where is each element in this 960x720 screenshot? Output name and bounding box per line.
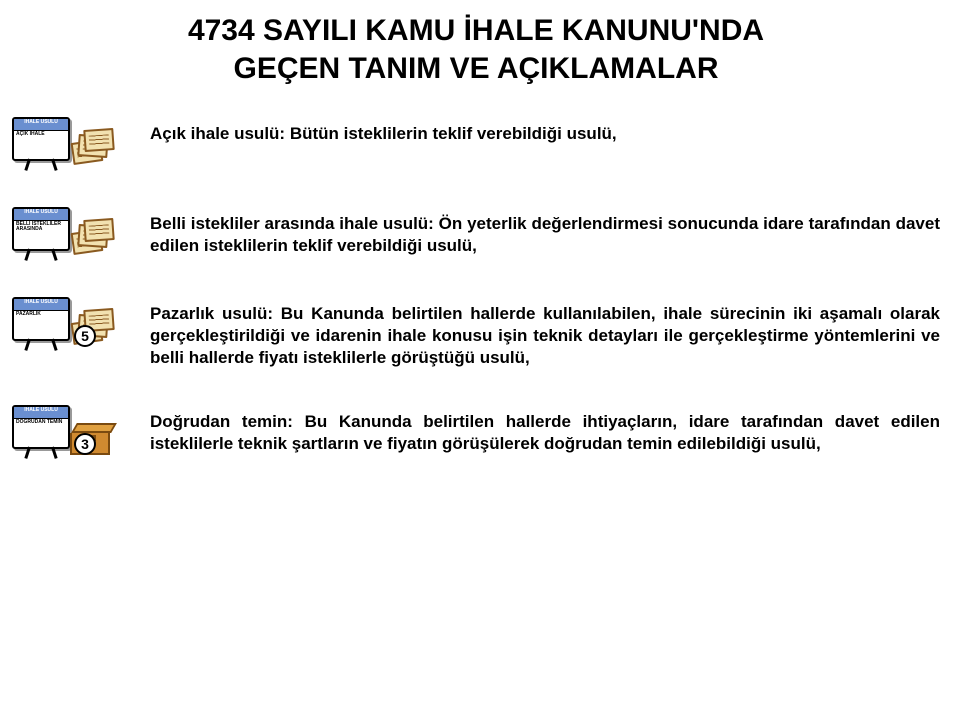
illustration-direct-procurement: İHALE USULÜ DOĞRUDAN TEMİN 3: [12, 405, 132, 459]
board-icon: İHALE USULÜ PAZARLIK: [12, 297, 70, 341]
definition-row: İHALE USULÜ PAZARLIK 5 Pazarlık usulü: B…: [12, 297, 940, 369]
title-line-2: GEÇEN TANIM VE AÇIKLAMALAR: [234, 52, 719, 85]
illustration-restricted-tender: İHALE USULÜ BELLİ İSTEKLİLER ARASINDA: [12, 207, 132, 261]
paper-stack-icon: [64, 131, 108, 167]
definition-text: Doğrudan temin: Bu Kanunda belirtilen ha…: [150, 405, 940, 455]
definition-body: Bütün isteklilerin teklif verebildiği us…: [285, 124, 617, 143]
definition-text: Pazarlık usulü: Bu Kanunda belirtilen ha…: [150, 297, 940, 369]
page-title: 4734 SAYILI KAMU İHALE KANUNU'NDA GEÇEN …: [12, 12, 940, 87]
definition-label: Açık ihale usulü:: [150, 124, 285, 143]
definition-row: İHALE USULÜ AÇIK İHALE Açık ihale usulü:…: [12, 117, 940, 171]
definition-label: Doğrudan temin:: [150, 412, 293, 431]
board-icon: İHALE USULÜ DOĞRUDAN TEMİN: [12, 405, 70, 449]
step-number: 5: [74, 325, 96, 347]
definition-text: Açık ihale usulü: Bütün isteklilerin tek…: [150, 117, 940, 145]
illustration-open-tender: İHALE USULÜ AÇIK İHALE: [12, 117, 132, 171]
board-icon: İHALE USULÜ AÇIK İHALE: [12, 117, 70, 161]
definition-row: İHALE USULÜ DOĞRUDAN TEMİN 3 Doğrudan te…: [12, 405, 940, 459]
definition-label: Belli istekliler arasında ihale usulü:: [150, 214, 434, 233]
definition-label: Pazarlık usulü:: [150, 304, 273, 323]
definition-text: Belli istekliler arasında ihale usulü: Ö…: [150, 207, 940, 257]
paper-stack-icon: [64, 221, 108, 257]
illustration-negotiated: İHALE USULÜ PAZARLIK 5: [12, 297, 132, 351]
board-icon: İHALE USULÜ BELLİ İSTEKLİLER ARASINDA: [12, 207, 70, 251]
definition-row: İHALE USULÜ BELLİ İSTEKLİLER ARASINDA Be…: [12, 207, 940, 261]
title-line-1: 4734 SAYILI KAMU İHALE KANUNU'NDA: [188, 14, 764, 47]
